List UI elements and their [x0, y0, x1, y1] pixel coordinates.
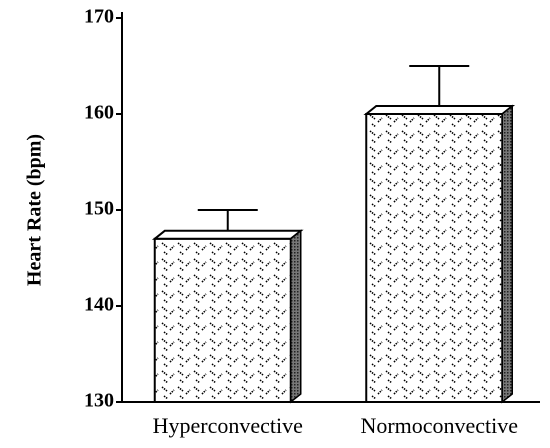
error-bar: [197, 209, 258, 231]
error-bar: [409, 65, 470, 106]
bar: [363, 104, 516, 404]
x-tick-label: Hyperconvective: [153, 413, 303, 438]
bar-side: [501, 104, 513, 404]
bar-front: [365, 113, 504, 403]
y-tick-label: 160: [84, 102, 114, 124]
y-tick-label: 170: [84, 6, 114, 28]
x-tick-label: Normoconvective: [360, 413, 518, 438]
bar-top: [151, 229, 304, 240]
bar-side: [290, 229, 302, 404]
y-axis-label: Heart Rate (bpm): [24, 134, 46, 286]
y-tick-label: 150: [84, 198, 114, 220]
bar: [151, 229, 304, 404]
bar-top: [363, 105, 516, 115]
y-tick-label: 140: [84, 294, 114, 316]
y-tick-label: 130: [84, 390, 114, 412]
bar-front: [153, 237, 292, 403]
